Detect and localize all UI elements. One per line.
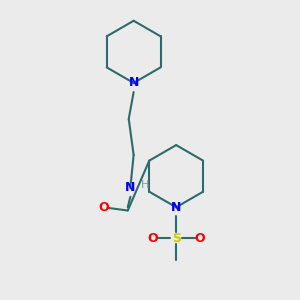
Text: O: O [147, 232, 158, 245]
Text: O: O [98, 201, 109, 214]
Text: O: O [194, 232, 205, 245]
Text: N: N [128, 76, 139, 89]
Text: N: N [125, 181, 136, 194]
Text: S: S [172, 232, 181, 245]
Text: N: N [171, 201, 181, 214]
Text: H: H [141, 180, 149, 190]
